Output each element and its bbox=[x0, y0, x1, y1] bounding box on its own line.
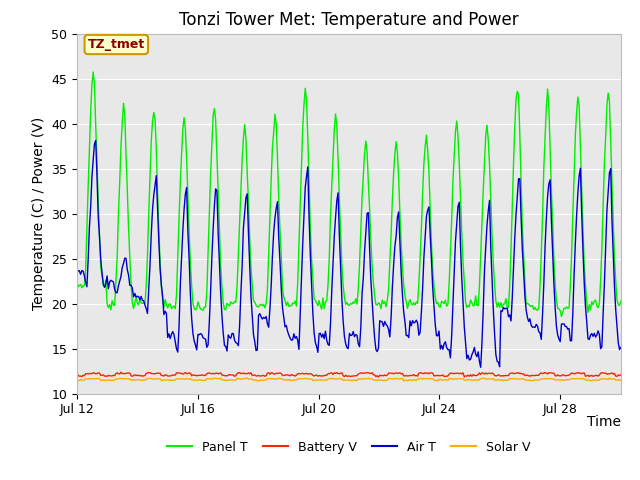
Panel T bbox=[116, 180, 124, 185]
Y-axis label: Temperature (C) / Power (V): Temperature (C) / Power (V) bbox=[31, 117, 45, 310]
Air T bbox=[477, 364, 484, 370]
Panel T bbox=[557, 313, 565, 319]
Solar V bbox=[506, 375, 513, 381]
Solar V bbox=[115, 376, 122, 382]
Legend: Panel T, Battery V, Air T, Solar V: Panel T, Battery V, Air T, Solar V bbox=[163, 436, 535, 459]
Text: Time: Time bbox=[587, 415, 621, 429]
Solar V bbox=[390, 376, 397, 382]
Line: Solar V: Solar V bbox=[77, 378, 621, 381]
Line: Panel T: Panel T bbox=[77, 72, 621, 316]
Panel T bbox=[90, 69, 97, 75]
Battery V bbox=[115, 371, 122, 377]
Title: Tonzi Tower Met: Temperature and Power: Tonzi Tower Met: Temperature and Power bbox=[179, 11, 518, 29]
Solar V bbox=[495, 377, 502, 383]
Air T bbox=[617, 345, 625, 350]
Panel T bbox=[504, 304, 512, 310]
Air T bbox=[73, 269, 81, 275]
Air T bbox=[92, 138, 100, 144]
Solar V bbox=[453, 376, 461, 382]
Battery V bbox=[73, 372, 81, 378]
Battery V bbox=[374, 374, 382, 380]
Solar V bbox=[617, 377, 625, 383]
Battery V bbox=[574, 370, 582, 375]
Solar V bbox=[400, 378, 408, 384]
Battery V bbox=[506, 371, 513, 376]
Air T bbox=[506, 312, 513, 318]
Battery V bbox=[495, 372, 502, 378]
Panel T bbox=[73, 278, 81, 284]
Line: Battery V: Battery V bbox=[77, 372, 621, 377]
Solar V bbox=[574, 376, 582, 382]
Air T bbox=[390, 263, 397, 268]
Battery V bbox=[391, 370, 399, 376]
Line: Air T: Air T bbox=[77, 141, 621, 367]
Air T bbox=[574, 190, 582, 195]
Panel T bbox=[452, 129, 460, 134]
Text: TZ_tmet: TZ_tmet bbox=[88, 38, 145, 51]
Battery V bbox=[453, 371, 461, 376]
Air T bbox=[495, 360, 502, 365]
Battery V bbox=[117, 369, 125, 375]
Air T bbox=[116, 278, 124, 284]
Panel T bbox=[390, 171, 397, 177]
Panel T bbox=[574, 94, 582, 100]
Panel T bbox=[617, 298, 625, 304]
Panel T bbox=[493, 304, 501, 310]
Air T bbox=[452, 239, 460, 244]
Solar V bbox=[73, 377, 81, 383]
Solar V bbox=[242, 375, 250, 381]
Battery V bbox=[617, 372, 625, 378]
